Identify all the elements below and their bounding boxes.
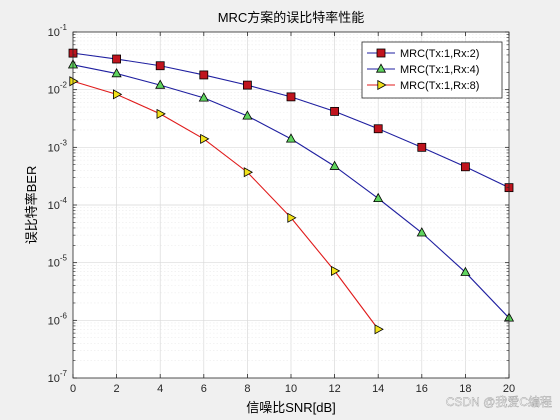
ticks [72, 31, 510, 379]
data-point-triangle-right [243, 167, 254, 178]
x-tick-label: 2 [114, 383, 120, 395]
data-point-triangle-right [113, 89, 123, 100]
data-point-triangle-right [377, 79, 387, 91]
data-point-triangle-right [374, 324, 384, 335]
series-1 [68, 48, 514, 193]
watermark: CSDN @我爱C编程 [446, 394, 552, 409]
legend-item-2: MRC(Tx:1,Rx:4) [367, 63, 479, 76]
data-point-triangle-right [156, 108, 166, 119]
data-point-square [376, 48, 386, 58]
x-tick-label: 16 [416, 383, 428, 395]
x-tick-label: 12 [328, 383, 340, 395]
data-point-triangle-up [285, 133, 297, 143]
data-point-triangle-up [242, 110, 253, 120]
data-point-triangle-up [155, 79, 166, 89]
series-2 [67, 59, 515, 322]
legend-item-3: MRC(Tx:1,Rx:8) [367, 79, 479, 92]
y-tick-label: 10-6 [48, 311, 68, 327]
legend: MRC(Tx:1,Rx:2) MRC(Tx:1,Rx:4) MRC(Tx:1,Rx:… [361, 41, 503, 99]
y-tick-label: 10-3 [48, 138, 68, 154]
x-tick-label: 18 [459, 383, 471, 395]
legend-label: MRC(Tx:1,Rx:2) [400, 48, 479, 60]
legend-label: MRC(Tx:1,Rx:4) [400, 64, 479, 76]
x-tick-label: 6 [201, 383, 207, 395]
y-tick-labels: 10-1 10-2 10-3 10-4 10-5 10-6 10-7 [48, 23, 68, 385]
data-point-triangle-up [198, 92, 209, 102]
data-point-triangle-right [330, 265, 341, 276]
data-point-square [286, 92, 296, 102]
data-point-square [373, 124, 383, 134]
data-point-triangle-right [69, 76, 79, 87]
y-tick-label: 10-2 [48, 81, 68, 97]
data-point-square [460, 162, 470, 172]
data-point-triangle-up [329, 160, 340, 170]
series-group [67, 48, 515, 335]
x-tick-label: 10 [285, 383, 297, 395]
data-point-triangle-right [200, 133, 210, 144]
x-tick-label: 8 [244, 383, 250, 395]
x-tick-labels: 0 2 4 6 8 10 12 14 16 18 20 [70, 383, 515, 395]
data-point-triangle-up [373, 192, 384, 203]
data-point-square [330, 106, 340, 116]
x-tick-label: 4 [157, 383, 163, 395]
x-tick-label: 14 [372, 383, 384, 395]
x-axis-label: 信噪比SNR[dB] [246, 400, 336, 415]
legend-label: MRC(Tx:1,Rx:8) [400, 80, 479, 92]
data-point-square [199, 70, 209, 80]
x-tick-label: 0 [70, 383, 76, 395]
data-point-square [155, 61, 165, 71]
series-line [72, 80, 379, 330]
y-tick-label: 10-5 [48, 254, 68, 270]
y-axis-label: 误比特率BER [24, 166, 39, 245]
data-point-square [417, 142, 427, 152]
data-point-triangle-right [287, 212, 297, 223]
data-point-square [242, 80, 252, 90]
series-3 [69, 76, 384, 335]
data-point-triangle-up [460, 266, 471, 276]
y-tick-label: 10-4 [48, 196, 68, 212]
data-point-triangle-up [375, 63, 387, 73]
y-tick-label: 10-1 [48, 23, 68, 39]
data-point-square [112, 54, 121, 64]
x-tick-label: 20 [503, 383, 515, 395]
y-tick-label: 10-7 [48, 369, 68, 385]
data-point-triangle-up [416, 227, 427, 237]
legend-item-1: MRC(Tx:1,Rx:2) [367, 48, 479, 60]
data-point-triangle-up [111, 67, 122, 78]
chart-title: MRC方案的误比特率性能 [218, 10, 365, 25]
